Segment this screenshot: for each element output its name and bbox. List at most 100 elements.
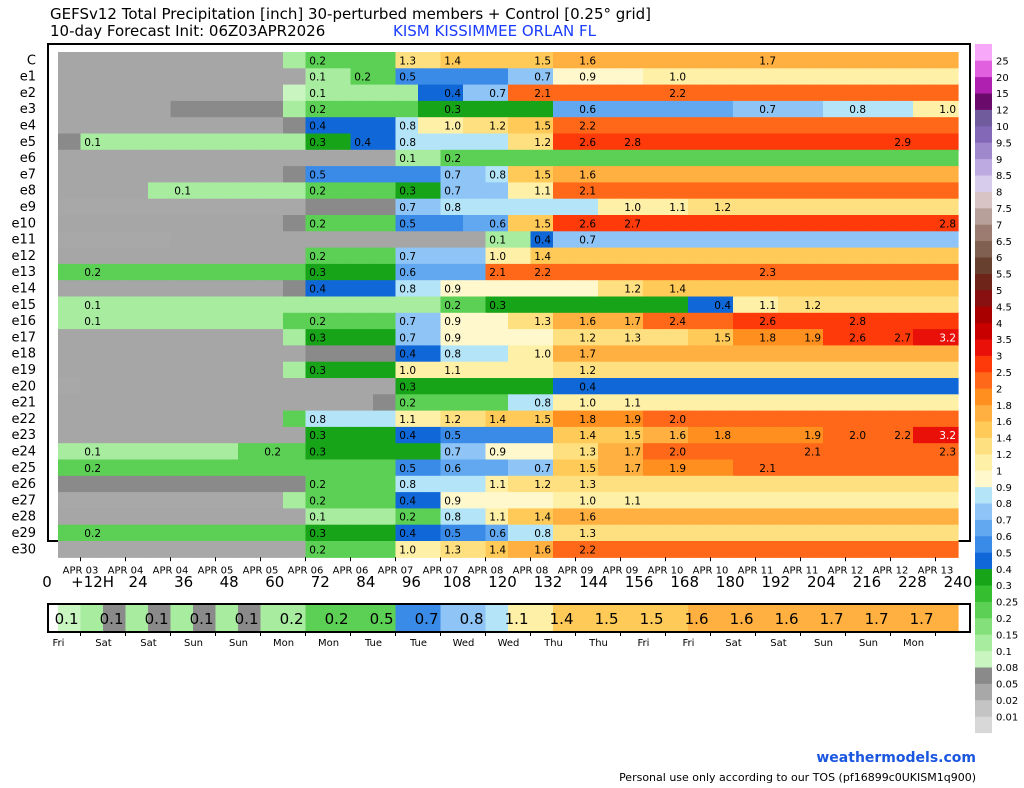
date-tick-label: APR 03 <box>63 565 99 576</box>
colorbar-swatch <box>975 273 992 291</box>
colorbar-swatch <box>975 240 992 258</box>
heatmap-cell <box>508 263 532 281</box>
heatmap-cell <box>643 394 667 412</box>
heatmap-cell <box>170 475 194 493</box>
heatmap-cell <box>620 475 644 493</box>
heatmap-cell <box>710 541 734 558</box>
heatmap-cell <box>418 117 442 135</box>
heatmap-cell <box>373 133 397 151</box>
heatmap-cell <box>103 459 127 477</box>
heatmap-cell <box>238 296 262 314</box>
date-tick-label: APR 10 <box>648 565 684 576</box>
heatmap-cell <box>463 475 487 493</box>
cell-value: 1.1 <box>399 414 416 426</box>
heatmap-cell <box>328 68 352 86</box>
heatmap-cell <box>800 492 824 509</box>
heatmap-cell <box>125 492 149 509</box>
mean-cell <box>733 605 757 631</box>
heatmap-cell <box>148 459 172 477</box>
cell-value: 1.1 <box>624 495 641 507</box>
date-tick-label: APR 12 <box>828 565 864 576</box>
heatmap-cell <box>395 541 419 558</box>
heatmap-cell <box>733 133 757 151</box>
heatmap-cell <box>845 52 869 69</box>
heatmap-cell <box>575 459 599 477</box>
heatmap-cell <box>373 280 397 298</box>
heatmap-cell <box>733 524 757 542</box>
heatmap-cell <box>58 524 82 542</box>
member-label: e8 <box>20 184 36 199</box>
colorbar-label: 0.08 <box>996 663 1018 674</box>
heatmap-cell <box>530 361 554 379</box>
cell-value: 1.2 <box>579 332 596 344</box>
heatmap-cell <box>598 508 622 526</box>
heatmap-cell <box>643 263 667 281</box>
heatmap-cell <box>260 426 284 444</box>
heatmap-cell <box>620 492 644 509</box>
member-label: e23 <box>11 428 36 443</box>
colorbar-swatch <box>975 421 992 438</box>
heatmap-cell <box>733 215 757 232</box>
heatmap-cell <box>823 68 847 86</box>
heatmap-cell <box>485 459 509 477</box>
colorbar-label: 0.6 <box>996 532 1012 543</box>
heatmap-cell <box>260 133 284 151</box>
heatmap-cell <box>395 345 419 363</box>
cell-value: 1.6 <box>669 430 686 442</box>
heatmap-cell <box>553 541 577 558</box>
heatmap-cell <box>778 133 802 151</box>
heatmap-cell <box>890 492 914 509</box>
brand-link[interactable]: weathermodels.com <box>816 750 976 766</box>
heatmap-cell <box>485 329 509 346</box>
colorbar-label: 20 <box>996 73 1009 84</box>
heatmap-cell <box>350 133 374 151</box>
heatmap-cell <box>260 215 284 232</box>
heatmap-cell <box>890 117 914 135</box>
heatmap-cell <box>643 231 667 249</box>
heatmap-cell <box>823 263 847 281</box>
heatmap-cell <box>283 198 307 216</box>
heatmap-cell <box>868 231 892 249</box>
heatmap-cell <box>238 345 262 363</box>
heatmap-cell <box>215 541 239 558</box>
heatmap-cell <box>80 117 104 135</box>
heatmap-cell <box>733 182 757 200</box>
colorbar-swatch <box>975 372 992 389</box>
mean-cell <box>755 605 779 631</box>
date-tick-label: APR 09 <box>603 565 639 576</box>
heatmap-cell <box>823 492 847 509</box>
heatmap-cell <box>643 378 667 395</box>
heatmap-cell <box>283 345 307 363</box>
heatmap-cell <box>733 198 757 216</box>
cell-value: 1.5 <box>534 414 551 426</box>
heatmap-cell <box>440 68 464 86</box>
heatmap-cell <box>463 410 487 428</box>
heatmap-cell <box>350 117 374 135</box>
heatmap-cell <box>418 378 442 395</box>
heatmap-cell <box>395 492 419 509</box>
heatmap-cell <box>148 52 172 69</box>
heatmap-cell <box>58 52 82 69</box>
date-tick-label: APR 05 <box>243 565 279 576</box>
heatmap-cell <box>778 231 802 249</box>
heatmap-cell <box>350 541 374 558</box>
member-label: e9 <box>20 200 36 215</box>
heatmap-cell <box>193 296 217 314</box>
day-label: Wed <box>453 638 475 649</box>
heatmap-cell <box>508 329 532 346</box>
heatmap-cell <box>80 394 104 412</box>
heatmap-cell <box>643 133 667 151</box>
heatmap-cell <box>868 133 892 151</box>
heatmap-cell <box>485 492 509 509</box>
cell-value: 0.9 <box>444 332 461 344</box>
heatmap-cell <box>440 475 464 493</box>
heatmap-cell <box>530 68 554 86</box>
cell-value: 0.9 <box>444 284 461 296</box>
heatmap-cell <box>148 215 172 232</box>
mean-value: 0.2 <box>325 610 349 628</box>
day-label: Thu <box>543 638 563 649</box>
heatmap-cell <box>485 296 509 314</box>
cell-value: 0.8 <box>849 104 866 116</box>
heatmap-cell <box>733 378 757 395</box>
heatmap-cell <box>643 524 667 542</box>
